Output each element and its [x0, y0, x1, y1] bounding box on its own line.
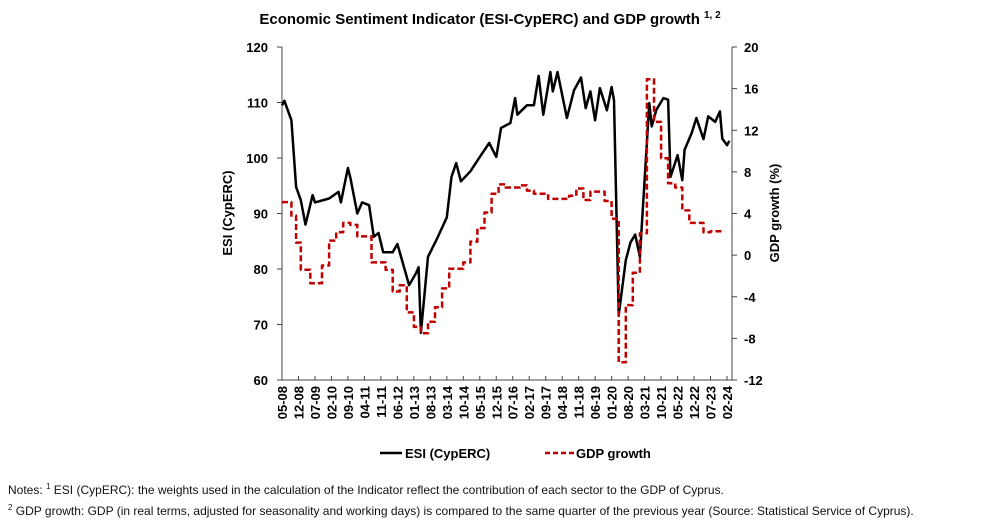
y-right-tick-label: 16	[744, 82, 758, 97]
x-tick-label: 04-11	[357, 386, 372, 419]
y-right-tick-label: 0	[744, 248, 751, 263]
x-tick-label: 06-12	[390, 386, 405, 419]
x-tick-label: 04-18	[555, 386, 570, 419]
x-tick-label: 05-22	[671, 386, 686, 419]
x-tick-label: 07-23	[704, 386, 719, 419]
y-left-tick-label: 90	[254, 207, 268, 222]
series-gdp-line	[282, 78, 725, 364]
y-right-tick-label: 12	[744, 123, 758, 138]
chart-title: Economic Sentiment Indicator (ESI-CypERC…	[259, 10, 721, 28]
y-left-tick-label: 120	[246, 40, 268, 55]
y-right-tick-label: -8	[744, 331, 756, 346]
y-axis-right-title: GDP growth (%)	[767, 164, 782, 263]
y-left-tick-label: 60	[254, 373, 268, 388]
y-right-tick-label: 8	[744, 165, 751, 180]
x-tick-label: 10-21	[654, 386, 669, 419]
x-tick-label: 05-15	[473, 386, 488, 419]
y-left-tick-label: 110	[247, 96, 268, 111]
series-esi-line	[280, 70, 731, 335]
x-tick-label: 09-10	[341, 386, 356, 419]
x-tick-label: 12-15	[489, 386, 504, 419]
x-tick-label: 01-20	[605, 386, 620, 419]
x-tick-label: 08-13	[423, 386, 438, 419]
note-2: 2 GDP growth: GDP (in real terms, adjust…	[8, 503, 914, 518]
legend: ESI (CypERC) GDP growth	[380, 446, 651, 461]
x-tick-label: 01-13	[407, 386, 422, 419]
x-tick-label: 02-24	[720, 385, 735, 419]
x-tick-label: 02-17	[522, 386, 537, 419]
x-tick-label: 05-08	[275, 386, 290, 419]
x-tick-label: 02-10	[324, 386, 339, 419]
y-left-tick-label: 80	[254, 262, 268, 277]
y-right-tick-label: 4	[744, 207, 752, 222]
y-right-tick-label: 20	[744, 40, 758, 55]
y-left-tick-label: 70	[254, 318, 268, 333]
x-tick-label: 07-09	[308, 386, 323, 419]
notes: Notes: 1 ESI (CypERC): the weights used …	[8, 478, 914, 520]
x-tick-label: 06-19	[588, 386, 603, 419]
legend-esi-label: ESI (CypERC)	[405, 446, 490, 461]
y-left-tick-label: 100	[246, 151, 268, 166]
x-tick-label: 10-14	[456, 385, 471, 419]
x-tick-label: 11-11	[374, 386, 389, 418]
x-tick-label: 11-18	[572, 386, 587, 419]
note-1: Notes: 1 ESI (CypERC): the weights used …	[8, 482, 724, 497]
y-axis-left-title: ESI (CypERC)	[220, 170, 235, 255]
x-tick-label: 03-14	[440, 385, 455, 419]
chart: Economic Sentiment Indicator (ESI-CypERC…	[220, 10, 782, 461]
x-tick-label: 07-16	[506, 386, 521, 419]
x-tick-label: 12-08	[291, 386, 306, 419]
y-right-tick-label: -12	[744, 373, 763, 388]
legend-gdp-label: GDP growth	[576, 446, 651, 461]
y-right-tick-label: -4	[744, 290, 756, 305]
x-tick-label: 12-22	[687, 386, 702, 419]
x-tick-label: 03-21	[638, 386, 653, 419]
x-tick-label: 09-17	[539, 386, 554, 419]
x-tick-label: 08-20	[621, 386, 636, 419]
